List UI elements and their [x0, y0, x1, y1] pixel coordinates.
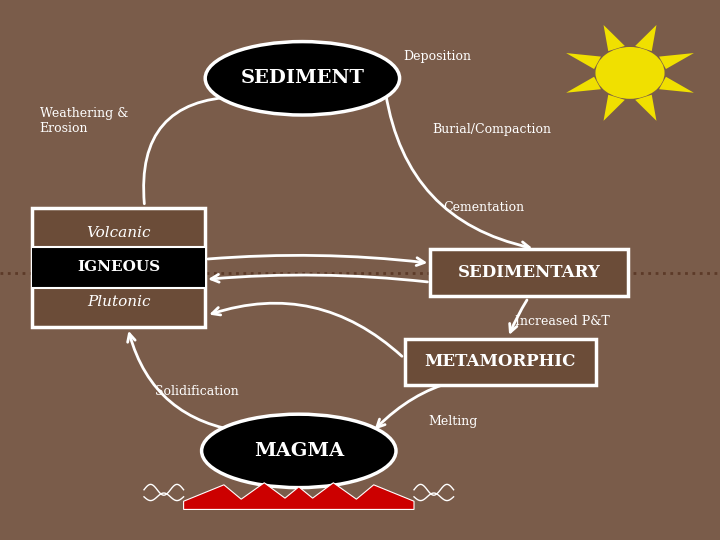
Circle shape	[595, 47, 665, 99]
Text: IGNEOUS: IGNEOUS	[77, 260, 161, 274]
FancyArrowPatch shape	[208, 255, 424, 266]
Text: Increased P&T: Increased P&T	[515, 315, 610, 328]
Text: SEDIMENTARY: SEDIMENTARY	[458, 264, 600, 281]
FancyBboxPatch shape	[32, 208, 205, 327]
Text: Volcanic: Volcanic	[86, 226, 151, 240]
Text: Weathering &
Erosion: Weathering & Erosion	[40, 107, 128, 136]
Polygon shape	[659, 53, 694, 69]
Text: Burial/Compaction: Burial/Compaction	[432, 123, 551, 136]
FancyArrowPatch shape	[127, 334, 246, 432]
Text: Cementation: Cementation	[443, 201, 524, 214]
Polygon shape	[603, 25, 625, 51]
FancyArrowPatch shape	[377, 376, 544, 427]
Text: Plutonic: Plutonic	[87, 295, 150, 309]
FancyBboxPatch shape	[430, 249, 628, 296]
Polygon shape	[635, 25, 657, 51]
FancyBboxPatch shape	[32, 247, 205, 287]
Polygon shape	[635, 94, 657, 121]
Text: SEDIMENT: SEDIMENT	[240, 69, 364, 87]
Text: Solidification: Solidification	[155, 385, 238, 398]
FancyBboxPatch shape	[405, 339, 596, 384]
Text: Melting: Melting	[428, 415, 478, 428]
Polygon shape	[603, 94, 625, 121]
Text: Deposition: Deposition	[403, 50, 471, 63]
Polygon shape	[659, 77, 694, 93]
FancyArrowPatch shape	[386, 93, 529, 249]
FancyArrowPatch shape	[143, 93, 237, 204]
Ellipse shape	[202, 414, 396, 488]
Polygon shape	[184, 483, 414, 509]
Polygon shape	[566, 77, 601, 93]
Text: METAMORPHIC: METAMORPHIC	[425, 353, 576, 370]
Ellipse shape	[205, 42, 400, 115]
FancyArrowPatch shape	[212, 303, 402, 356]
Polygon shape	[566, 53, 601, 69]
Text: MAGMA: MAGMA	[253, 442, 344, 460]
FancyArrowPatch shape	[510, 300, 527, 332]
FancyArrowPatch shape	[211, 274, 428, 282]
